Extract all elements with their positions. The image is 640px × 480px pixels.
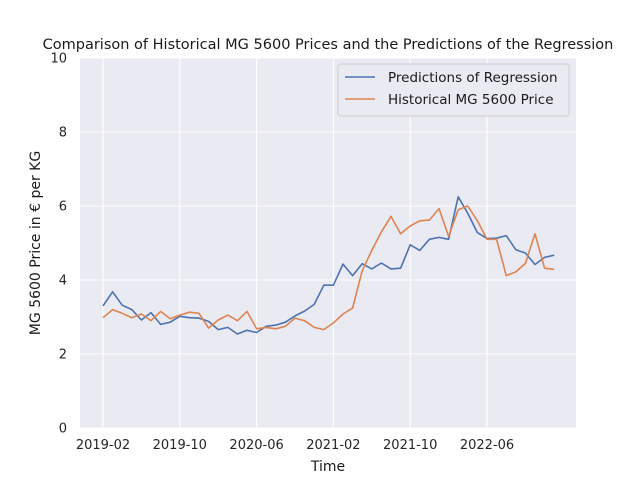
y-tick-labels: 0 2 4 6 8 10 — [50, 52, 67, 437]
y-axis-label: MG 5600 Price in € per KG — [28, 151, 44, 335]
series-line-predictions — [102, 196, 555, 335]
x-tick-label: 2022-06 — [460, 438, 514, 453]
y-tick-label: 0 — [59, 422, 67, 437]
x-tick-label: 2019-10 — [153, 438, 207, 453]
legend: Predictions of Regression Historical MG … — [337, 63, 570, 117]
plot-background — [80, 58, 576, 428]
y-tick-label: 2 — [59, 348, 67, 363]
y-tick-label: 6 — [59, 200, 67, 215]
x-tick-label: 2019-02 — [76, 438, 130, 453]
x-tick-label: 2020-06 — [229, 438, 283, 453]
legend-label-historical: Historical MG 5600 Price — [388, 92, 554, 108]
legend-label-predictions: Predictions of Regression — [388, 70, 558, 86]
series-lines — [102, 196, 555, 335]
x-tick-labels: 2019-02 2019-10 2020-06 2021-02 2021-10 2022-… — [76, 438, 514, 453]
chart-title: Comparison of Historical MG 5600 Prices … — [43, 37, 614, 53]
y-tick-label: 8 — [59, 126, 67, 141]
series-line-historical — [102, 205, 555, 331]
grid — [80, 57, 576, 429]
legend-box — [337, 63, 570, 117]
x-axis-label: Time — [310, 459, 345, 475]
x-tick-label: 2021-10 — [383, 438, 437, 453]
y-tick-label: 10 — [50, 52, 67, 67]
y-tick-label: 4 — [59, 274, 67, 289]
x-tick-label: 2021-02 — [306, 438, 360, 453]
